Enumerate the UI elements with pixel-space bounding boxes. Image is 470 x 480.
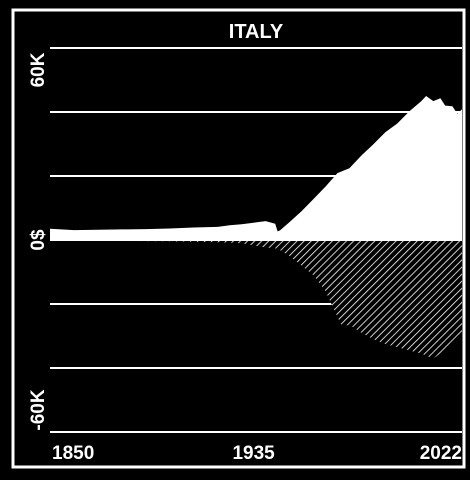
- x-tick-label: 2022: [420, 443, 462, 464]
- chart-title: ITALY: [229, 21, 284, 43]
- hatched-area-series: [50, 240, 462, 359]
- chart-frame: [11, 8, 466, 469]
- y-tick-labels: 60K 0$ -60K: [28, 52, 49, 430]
- x-tick-labels: 1850 1935 2022: [52, 443, 462, 464]
- x-tick-label: 1850: [52, 443, 94, 464]
- y-tick-label: 60K: [28, 52, 49, 87]
- y-tick-label: 0$: [28, 229, 49, 251]
- y-tick-label: -60K: [28, 389, 49, 430]
- series-layer: [50, 96, 462, 359]
- solid-area-series: [50, 96, 462, 240]
- x-tick-label: 1935: [232, 443, 275, 464]
